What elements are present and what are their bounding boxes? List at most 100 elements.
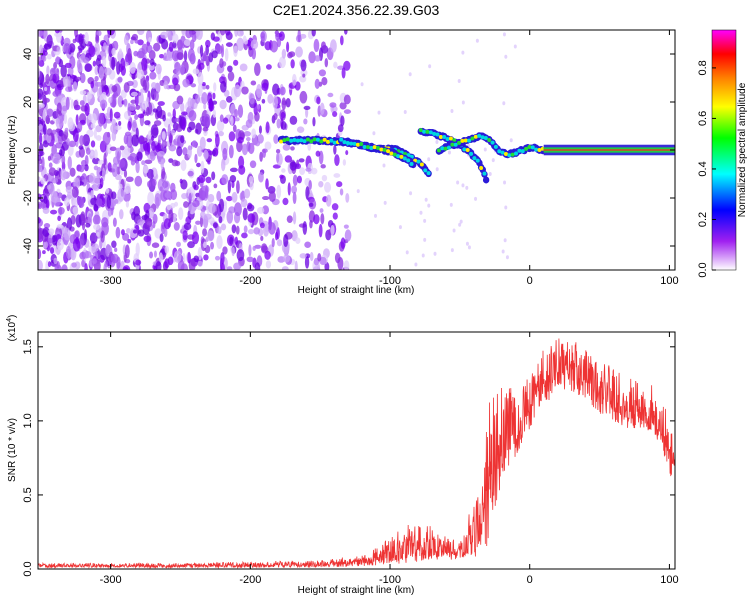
spectrogram-noise-blob: [66, 138, 70, 145]
spectrogram-noise-blob: [233, 262, 242, 270]
spectrogram-noise-blob: [207, 193, 215, 203]
spectrogram-noise-blob: [265, 260, 272, 269]
spectrogram-track-core: [386, 149, 391, 154]
spectrogram-noise-blob: [343, 224, 349, 229]
spectrogram-noise-blob: [296, 175, 302, 184]
spectrogram-noise-blob: [403, 110, 407, 115]
spectrogram-noise-blob: [63, 38, 71, 45]
spectrogram-noise-blob: [247, 213, 256, 223]
spectrogram-noise-blob: [237, 104, 244, 118]
spectrogram-noise-blob: [135, 160, 140, 174]
spectrogram-noise-blob: [321, 174, 328, 182]
spectrogram-noise-blob: [262, 196, 270, 201]
spectrogram-noise-blob: [248, 244, 252, 257]
spectrogram-noise-blob: [64, 197, 70, 207]
spectrogram-noise-blob: [333, 173, 341, 178]
snr-y-scale-close: ): [7, 315, 18, 318]
spectrogram-noise-blob: [195, 94, 201, 104]
spectrogram-noise-blob: [276, 184, 282, 199]
spectrogram-track-core: [329, 138, 334, 143]
spectrogram-noise-blob: [273, 134, 279, 144]
snr-x-label: Height of straight line (km): [298, 585, 415, 596]
spectrogram-noise-blob: [193, 255, 199, 263]
spectrogram-noise-blob: [339, 101, 347, 110]
spectrogram-noise-blob: [93, 128, 97, 139]
spectrogram-noise-blob: [208, 203, 216, 214]
spectrogram-x-tick-label: -200: [239, 275, 261, 287]
spectrogram-track-core: [500, 150, 505, 155]
spectrogram-noise-blob: [45, 73, 50, 85]
spectrogram-noise-blob: [435, 167, 439, 172]
spectrogram-noise-blob: [198, 174, 206, 184]
colorbar-tick-label: 0.2: [697, 212, 709, 227]
spectrogram-noise-blob: [67, 76, 71, 88]
spectrogram-noise-blob: [142, 165, 149, 174]
colorbar: [711, 29, 737, 271]
spectrogram-noise-blob: [49, 247, 55, 254]
spectrogram-noise-blob: [167, 256, 174, 266]
spectrogram-noise-blob: [148, 207, 155, 219]
spectrogram-noise-blob: [245, 137, 251, 142]
spectrogram-track-core: [462, 147, 467, 152]
spectrogram-noise-blob: [299, 253, 307, 259]
spectrogram-noise-blob: [72, 128, 79, 143]
spectrogram-noise-blob: [201, 92, 208, 105]
spectrogram-noise-blob: [163, 80, 169, 90]
spectrogram-noise-blob: [325, 194, 332, 207]
spectrogram-noise-blob: [226, 210, 234, 224]
spectrogram-noise-blob: [87, 213, 93, 227]
spectrogram-track-core: [302, 139, 307, 144]
spectrogram-track-core: [309, 139, 314, 144]
spectrogram-track-core: [534, 147, 539, 152]
spectrogram-noise-blob: [383, 200, 387, 205]
spectrogram-noise-blob: [82, 57, 90, 64]
spectrogram-noise-blob: [135, 242, 140, 257]
spectrogram-y-tick-label: 40: [22, 48, 34, 60]
spectrogram-noise-blob: [192, 68, 200, 75]
spectrogram-noise-blob: [129, 62, 136, 74]
spectrogram-noise-blob: [56, 102, 62, 115]
spectrogram-noise-blob: [137, 113, 145, 119]
spectrogram-noise-blob: [191, 140, 198, 148]
spectrogram-noise-blob: [84, 164, 89, 172]
spectrogram-noise-blob: [280, 111, 286, 119]
spectrogram-noise-blob: [48, 228, 55, 235]
spectrogram-noise-blob: [182, 147, 188, 156]
spectrogram-noise-blob: [230, 115, 234, 126]
spectrogram-noise-blob: [58, 58, 64, 68]
spectrogram-noise-blob: [203, 241, 207, 249]
spectrogram-noise-blob: [199, 44, 204, 57]
spectrogram-y-tick-label: -40: [22, 238, 34, 254]
spectrogram-noise-blob: [123, 82, 130, 93]
spectrogram-noise-blob: [198, 190, 207, 201]
spectrogram-noise-blob: [233, 84, 242, 98]
spectrogram-noise-blob: [137, 91, 142, 97]
spectrogram-noise-blob: [38, 116, 42, 122]
spectrogram-noise-blob: [356, 189, 360, 194]
spectrogram-noise-blob: [408, 72, 412, 77]
spectrogram-noise-blob: [106, 143, 113, 155]
spectrogram-noise-blob: [90, 140, 96, 148]
spectrogram-noise-blob: [433, 251, 437, 256]
spectrogram-track-core: [423, 168, 428, 173]
spectrogram-noise-blob: [38, 176, 41, 182]
spectrogram-noise-blob: [75, 76, 82, 81]
spectrogram-noise-blob: [152, 178, 157, 187]
figure-title: C2E1.2024.356.22.39.G03: [273, 2, 440, 18]
spectrogram-noise-blob: [283, 233, 289, 247]
spectrogram-noise-blob: [242, 207, 248, 221]
spectrogram-noise-blob: [180, 102, 185, 113]
spectrogram-noise-blob: [227, 179, 232, 194]
spectrogram-track-core: [432, 131, 437, 136]
spectrogram-noise-blob: [281, 48, 287, 59]
spectrogram-noise-blob: [125, 200, 130, 208]
spectrogram-noise-blob: [42, 123, 47, 135]
spectrogram-track-core: [514, 151, 519, 156]
spectrogram-noise-blob: [176, 52, 184, 61]
spectrogram-noise-blob: [111, 191, 117, 200]
spectrogram-noise-blob: [179, 64, 185, 76]
spectrogram-noise-blob: [157, 150, 166, 157]
spectrogram-noise-blob: [302, 221, 308, 235]
spectrogram-track-core: [524, 146, 529, 151]
spectrogram-noise-blob: [191, 231, 200, 245]
